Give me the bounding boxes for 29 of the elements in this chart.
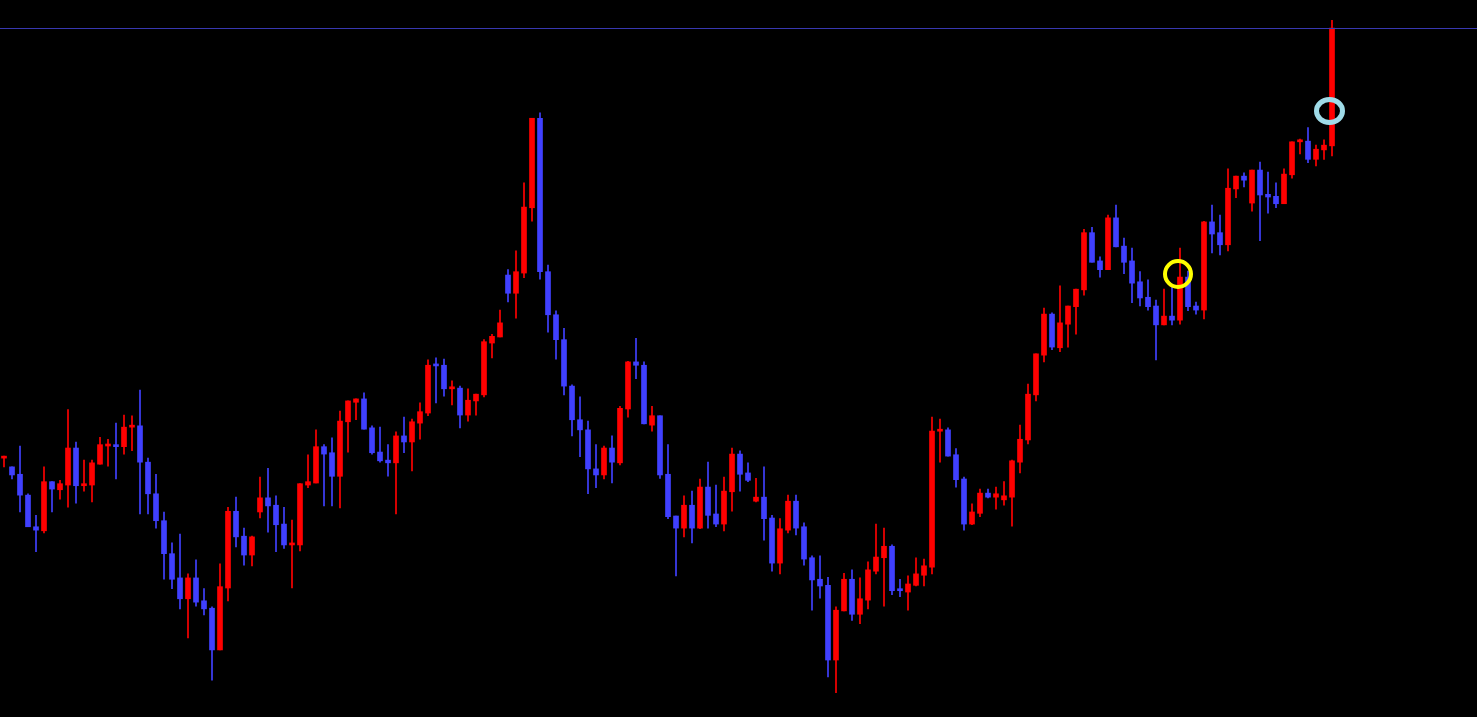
candlestick [385, 444, 391, 477]
candlestick [353, 398, 359, 421]
candlestick [401, 416, 407, 454]
candlestick [113, 422, 119, 480]
candlestick [753, 477, 759, 503]
candlestick [633, 338, 639, 380]
candlestick [449, 380, 455, 406]
candlestick [1161, 288, 1167, 326]
candlestick [577, 396, 583, 458]
candlestick [817, 555, 823, 599]
candlestick [673, 515, 679, 577]
candlestick [81, 459, 87, 492]
candlestick [33, 515, 39, 552]
candlestick [993, 486, 999, 510]
candlestick [265, 467, 271, 533]
candlestick [321, 444, 327, 507]
candlestick [1321, 139, 1327, 160]
candlestick [1001, 481, 1007, 506]
candlestick [897, 578, 903, 598]
candlestick [593, 444, 599, 489]
candlestick [881, 527, 887, 607]
candlestick [713, 484, 719, 528]
candlestick [937, 418, 943, 463]
candlestick [905, 575, 911, 611]
candlestick [49, 481, 55, 513]
candlestick [305, 454, 311, 489]
candlestick [1209, 204, 1215, 254]
candlestick [1265, 171, 1271, 214]
candlestick [1297, 138, 1303, 155]
